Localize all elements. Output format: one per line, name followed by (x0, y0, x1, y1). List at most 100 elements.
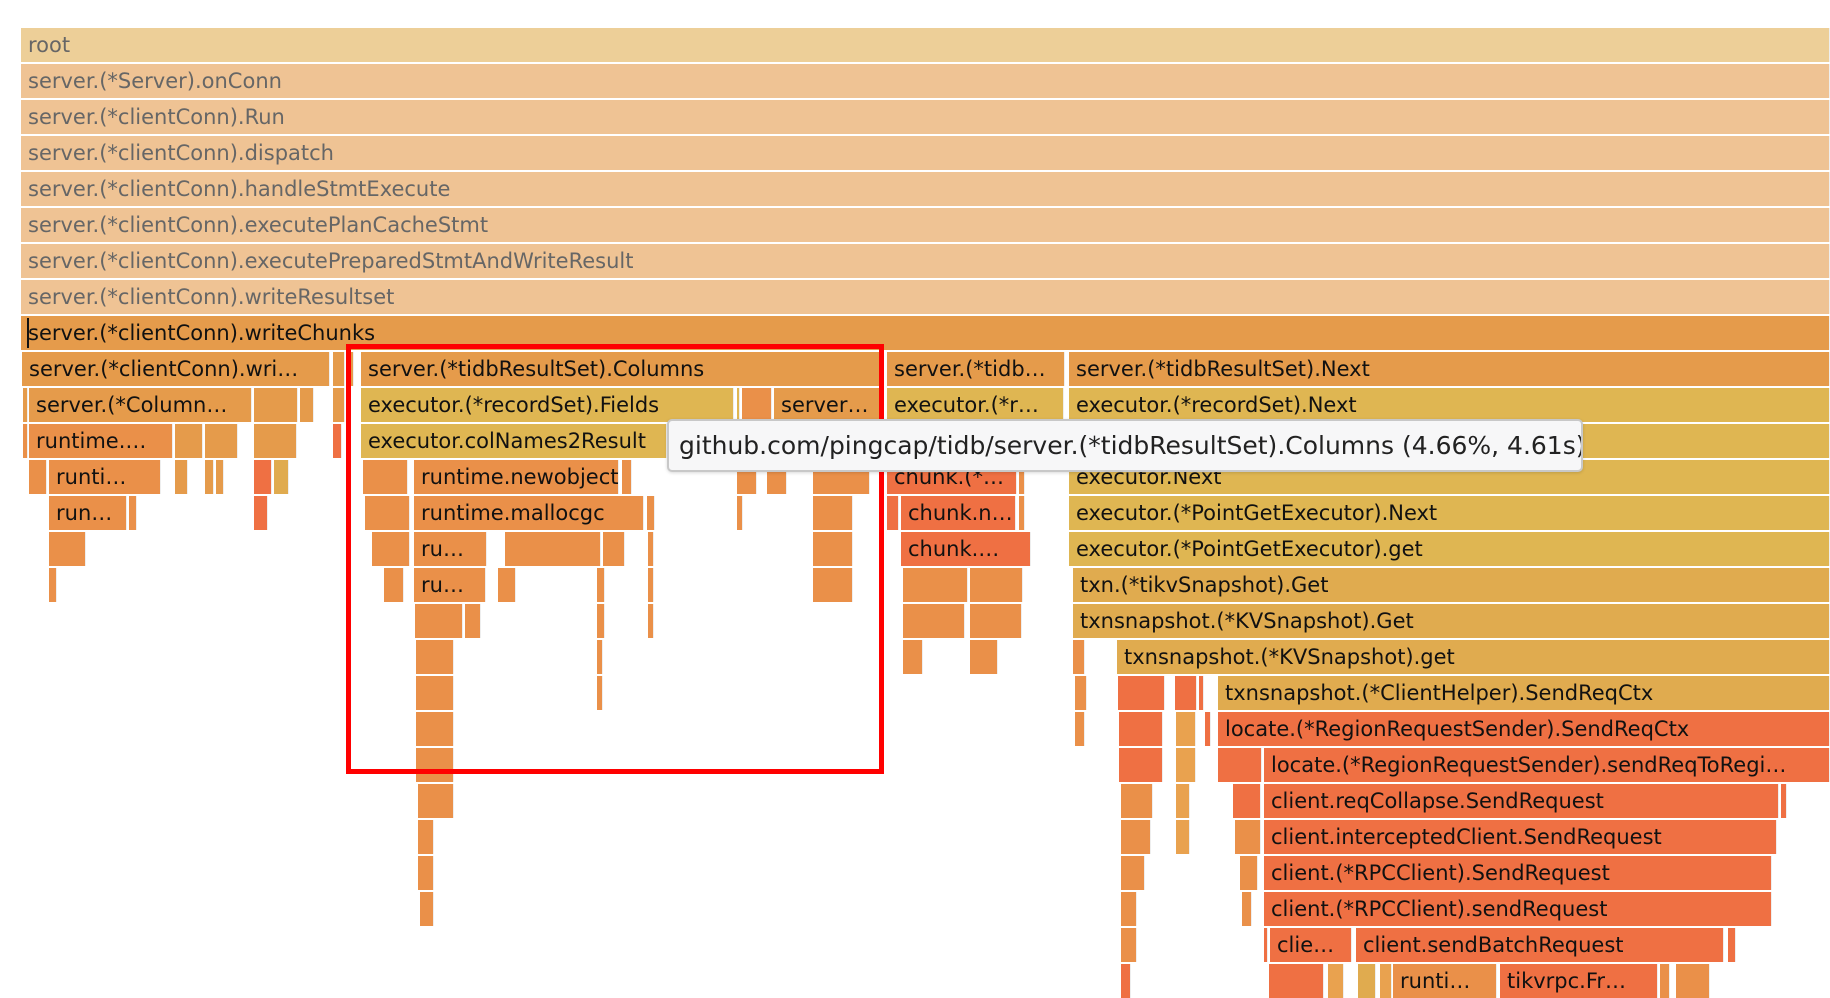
flame-frame-unlabeled[interactable] (49, 532, 86, 566)
flame-frame-unlabeled[interactable] (333, 352, 345, 386)
flame-frame-unlabeled[interactable] (365, 496, 410, 530)
flame-frame-unlabeled[interactable] (970, 568, 1023, 602)
flame-frame-unlabeled[interactable] (903, 568, 968, 602)
flame-frame-unlabeled[interactable] (1199, 676, 1204, 710)
flame-frame[interactable]: executor.(*r… (887, 388, 1064, 422)
flame-frame-unlabeled[interactable] (1121, 856, 1145, 890)
flame-frame-unlabeled[interactable] (903, 604, 965, 638)
flame-frame[interactable]: server.(*tidbResultSet).Columns (361, 352, 883, 386)
flame-frame-unlabeled[interactable] (175, 460, 188, 494)
flame-frame-unlabeled[interactable] (813, 568, 853, 602)
flame-frame-unlabeled[interactable] (1121, 928, 1137, 962)
flame-frame-unlabeled[interactable] (597, 640, 603, 674)
flame-frame[interactable]: server.(*clientConn).dispatch (21, 136, 1830, 170)
flame-frame-unlabeled[interactable] (1119, 712, 1163, 746)
flame-frame-unlabeled[interactable] (29, 460, 47, 494)
flame-frame-unlabeled[interactable] (1176, 748, 1196, 782)
flame-frame-unlabeled[interactable] (1242, 892, 1252, 926)
flame-frame-unlabeled[interactable] (384, 568, 404, 602)
flame-frame[interactable]: txnsnapshot.(*KVSnapshot).get (1117, 640, 1830, 674)
flame-frame-unlabeled[interactable] (1264, 928, 1268, 962)
flame-frame-unlabeled[interactable] (1075, 712, 1085, 746)
flame-frame[interactable]: ru… (414, 568, 486, 602)
flame-frame-unlabeled[interactable] (23, 424, 28, 458)
flame-frame-unlabeled[interactable] (1019, 460, 1025, 494)
flame-frame-unlabeled[interactable] (1176, 784, 1190, 818)
flame-frame[interactable]: runti… (49, 460, 161, 494)
flame-frame[interactable]: executor.colNames2Result (361, 424, 667, 458)
flame-frame-unlabeled[interactable] (333, 388, 345, 422)
flame-frame[interactable]: txnsnapshot.(*KVSnapshot).Get (1073, 604, 1830, 638)
flame-frame[interactable]: runti… (1393, 964, 1497, 998)
flame-frame-unlabeled[interactable] (1176, 820, 1190, 854)
flame-frame-unlabeled[interactable] (1119, 748, 1163, 782)
flame-frame-unlabeled[interactable] (737, 496, 743, 530)
flame-frame[interactable]: server.(*clientConn).Run (21, 100, 1830, 134)
flame-frame[interactable]: server.(*tidbResultSet).Next (1069, 352, 1830, 386)
flame-frame[interactable]: client.(*RPCClient).SendRequest (1264, 856, 1772, 890)
flame-frame-unlabeled[interactable] (1205, 712, 1211, 746)
flame-frame[interactable]: server.(*clientConn).writeChunks (21, 316, 1830, 350)
flame-frame-unlabeled[interactable] (418, 856, 434, 890)
flame-frame-unlabeled[interactable] (205, 460, 214, 494)
flame-frame-unlabeled[interactable] (970, 640, 998, 674)
flame-frame-unlabeled[interactable] (415, 604, 463, 638)
flame-frame-unlabeled[interactable] (648, 604, 654, 638)
flame-frame-unlabeled[interactable] (1121, 784, 1153, 818)
flame-frame-unlabeled[interactable] (205, 424, 238, 458)
flame-frame[interactable]: runtime.mallocgc (414, 496, 644, 530)
flame-frame[interactable]: server.(*clientConn).handleStmtExecute (21, 172, 1830, 206)
flame-frame[interactable]: client.reqCollapse.SendRequest (1264, 784, 1779, 818)
flame-frame-unlabeled[interactable] (647, 496, 655, 530)
flame-frame-unlabeled[interactable] (254, 460, 272, 494)
flame-frame[interactable]: runtime.… (29, 424, 173, 458)
flame-frame-unlabeled[interactable] (1121, 820, 1151, 854)
flame-frame-unlabeled[interactable] (603, 532, 625, 566)
flame-frame-unlabeled[interactable] (254, 388, 298, 422)
flame-frame-unlabeled[interactable] (1380, 964, 1392, 998)
flame-frame[interactable]: client.interceptedClient.SendRequest (1264, 820, 1777, 854)
flame-frame-unlabeled[interactable] (1175, 676, 1197, 710)
flame-frame[interactable]: executor.(*PointGetExecutor).get (1069, 532, 1830, 566)
flame-frame-unlabeled[interactable] (254, 424, 297, 458)
flame-frame-unlabeled[interactable] (1676, 964, 1710, 998)
flame-frame-unlabeled[interactable] (416, 712, 454, 746)
flame-frame[interactable]: server.(*clientConn).executePlanCacheStm… (21, 208, 1830, 242)
flame-frame[interactable]: executor.(*recordSet).Fields (361, 388, 734, 422)
flame-frame-unlabeled[interactable] (254, 496, 268, 530)
flame-frame-unlabeled[interactable] (23, 388, 28, 422)
flame-frame[interactable]: executor.(*recordSet).Next (1069, 388, 1830, 422)
flame-frame[interactable]: txn.(*tikvSnapshot).Get (1073, 568, 1830, 602)
flame-frame-unlabeled[interactable] (274, 460, 289, 494)
flame-frame[interactable]: root (21, 28, 1830, 62)
flame-frame-unlabeled[interactable] (648, 568, 654, 602)
flame-frame[interactable]: client.sendBatchRequest (1356, 928, 1724, 962)
flame-frame-unlabeled[interactable] (813, 496, 853, 530)
flame-frame-unlabeled[interactable] (418, 820, 434, 854)
flame-frame-unlabeled[interactable] (333, 424, 342, 458)
flame-frame[interactable]: server.(*tidb… (887, 352, 1065, 386)
flame-frame-unlabeled[interactable] (1269, 964, 1324, 998)
flame-frame-unlabeled[interactable] (1240, 856, 1258, 890)
flame-frame-unlabeled[interactable] (1660, 964, 1670, 998)
flame-frame-unlabeled[interactable] (813, 532, 853, 566)
flame-frame-unlabeled[interactable] (1121, 892, 1137, 926)
flame-frame-unlabeled[interactable] (970, 604, 1022, 638)
flame-frame-unlabeled[interactable] (1019, 496, 1025, 530)
flame-frame[interactable]: server… (774, 388, 883, 422)
flame-frame-unlabeled[interactable] (1328, 964, 1344, 998)
flame-frame-unlabeled[interactable] (498, 568, 516, 602)
flame-frame[interactable]: run… (49, 496, 127, 530)
flame-frame-unlabeled[interactable] (597, 568, 605, 602)
flame-frame-unlabeled[interactable] (348, 352, 354, 386)
flame-frame[interactable]: client.(*RPCClient).sendRequest (1264, 892, 1772, 926)
flame-frame[interactable]: server.(*Column… (29, 388, 252, 422)
flame-frame-unlabeled[interactable] (129, 496, 137, 530)
flame-frame[interactable]: ru… (414, 532, 487, 566)
flame-frame[interactable]: locate.(*RegionRequestSender).sendReqToR… (1264, 748, 1830, 782)
flame-frame-unlabeled[interactable] (1233, 784, 1261, 818)
flame-frame[interactable]: clie… (1270, 928, 1352, 962)
flame-frame-unlabeled[interactable] (737, 388, 740, 422)
flame-frame[interactable]: chunk.… (901, 532, 1031, 566)
flame-frame[interactable]: locate.(*RegionRequestSender).SendReqCtx (1218, 712, 1830, 746)
